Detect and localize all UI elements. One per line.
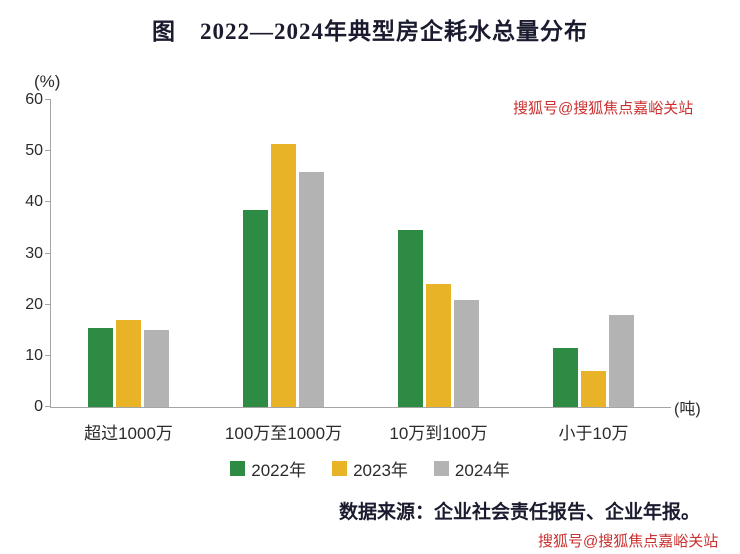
legend-label: 2023年: [353, 461, 408, 480]
bar-2023年: [426, 284, 451, 407]
watermark-top: 搜狐号@搜狐焦点嘉峪关站: [513, 100, 694, 117]
bar-groups: [51, 100, 671, 407]
y-tick-label: 30: [25, 244, 43, 262]
legend: 2022年 2023年 2024年: [0, 456, 740, 481]
legend-label: 2024年: [454, 461, 510, 480]
y-tick-label: 60: [25, 91, 43, 108]
bar-2024年: [609, 314, 634, 407]
y-tick-mark: [45, 354, 51, 356]
y-tick-label: 50: [25, 142, 43, 160]
bar-2023年: [116, 320, 141, 407]
y-tick-label: 10: [25, 346, 43, 364]
bar-2022年: [243, 210, 268, 407]
y-tick-mark: [45, 99, 51, 100]
data-source-text: 数据来源：企业社会责任报告、企业年报。: [338, 502, 700, 523]
legend-item: 2023年: [332, 456, 408, 481]
y-tick-label: 40: [25, 193, 43, 211]
bar-2023年: [271, 143, 296, 407]
y-tick-label: 0: [34, 398, 43, 415]
bar-2024年: [299, 171, 324, 407]
watermark-bottom: 搜狐号@搜狐焦点嘉峪关站: [538, 533, 719, 550]
legend-swatch: [433, 461, 449, 476]
y-tick-mark: [45, 150, 51, 152]
x-axis-unit-label: (吨): [674, 401, 701, 418]
x-axis-label: 10万到100万: [389, 424, 488, 443]
y-tick-mark: [45, 406, 51, 407]
chart-title: 图 2022—2024年典型房企耗水总量分布: [152, 19, 588, 44]
bar-2024年: [144, 330, 169, 407]
bar-group: [51, 100, 206, 407]
y-tick-mark: [45, 252, 51, 254]
bar-2022年: [553, 348, 578, 407]
y-tick-mark: [45, 201, 51, 203]
legend-item: 2022年: [230, 456, 306, 481]
bar-group: [516, 100, 671, 407]
bar-group: [361, 100, 516, 407]
bar-2022年: [398, 230, 423, 407]
x-axis-label: 小于10万: [558, 424, 629, 443]
bar-2022年: [88, 327, 113, 407]
x-axis-label: 超过1000万: [84, 424, 173, 443]
legend-label: 2022年: [251, 461, 307, 480]
legend-swatch: [332, 461, 348, 476]
bar-2023年: [581, 371, 606, 407]
plot-area: 超过1000万 100万至1000万 10万到100万 小于10万 0 10 20 30 40…: [25, 92, 671, 443]
bar-2024年: [454, 299, 479, 407]
y-tick-mark: [45, 303, 51, 305]
y-axis-unit-label: (%): [34, 72, 61, 91]
x-axis-label: 100万至1000万: [224, 424, 343, 443]
legend-item: 2024年: [433, 456, 510, 481]
y-tick-label: 20: [25, 295, 43, 313]
bar-group: [206, 100, 361, 407]
x-axis-labels: 超过1000万 100万至1000万 10万到100万 小于10万: [51, 419, 671, 444]
legend-swatch: [230, 461, 246, 476]
